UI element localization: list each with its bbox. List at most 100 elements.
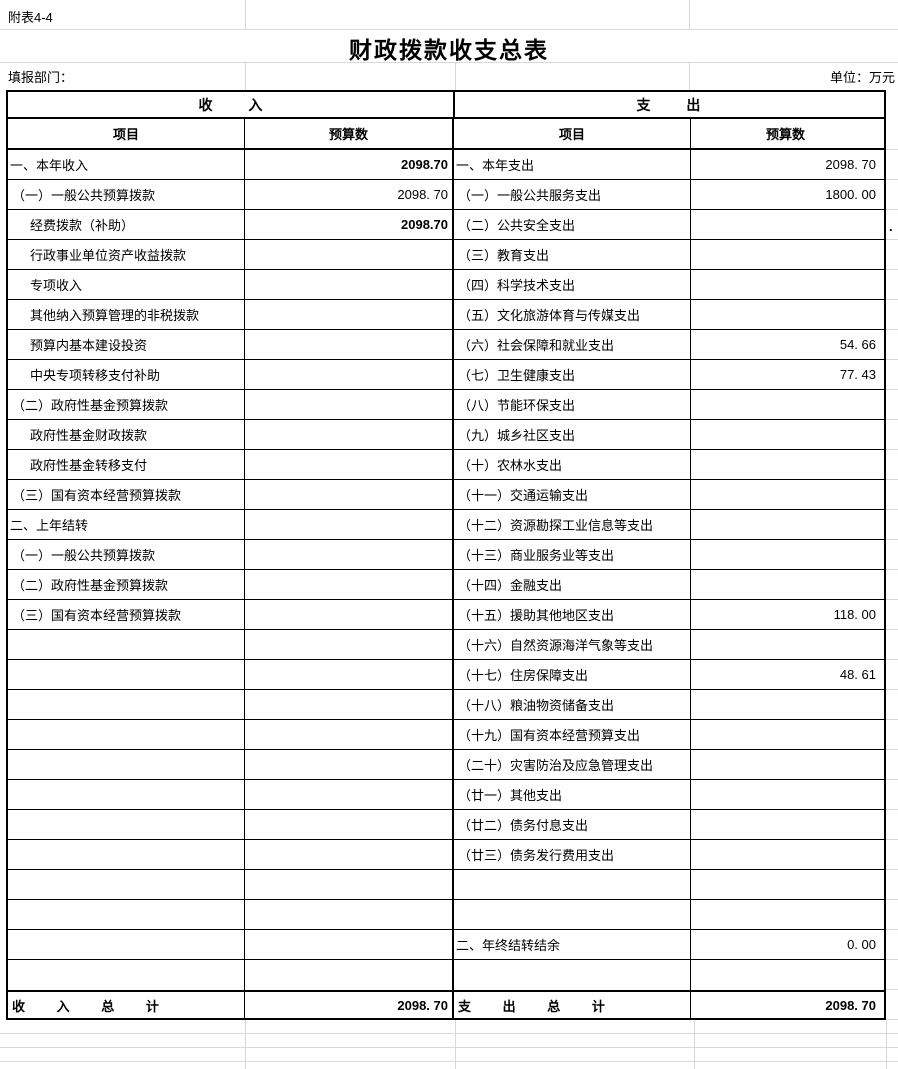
table-row: （十八）粮油物资储备支出 bbox=[8, 690, 884, 720]
income-value-cell bbox=[245, 900, 454, 929]
expense-value-cell bbox=[691, 870, 880, 899]
total-row: 收 入 总 计 2098. 70 支 出 总 计 2098. 70 bbox=[8, 990, 884, 1018]
income-item-cell: 预算内基本建设投资 bbox=[8, 330, 245, 359]
gridline bbox=[455, 62, 456, 90]
income-total-value: 2098. 70 bbox=[245, 992, 454, 1018]
income-item-cell bbox=[8, 870, 245, 899]
income-value-cell bbox=[245, 300, 454, 329]
income-item-cell: 中央专项转移支付补助 bbox=[8, 360, 245, 389]
expense-item-cell: （十八）粮油物资储备支出 bbox=[454, 690, 691, 719]
table-row: （一）一般公共预算拨款 （十三）商业服务业等支出 bbox=[8, 540, 884, 570]
table-row bbox=[8, 900, 884, 930]
expense-item-cell: （十五）援助其他地区支出 bbox=[454, 600, 691, 629]
income-item-cell bbox=[8, 960, 245, 990]
income-budget-column-header: 预算数 bbox=[245, 119, 454, 148]
income-value-cell bbox=[245, 840, 454, 869]
expense-item-cell: （三）教育支出 bbox=[454, 240, 691, 269]
table-row: 专项收入 （四）科学技术支出 bbox=[8, 270, 884, 300]
table-row bbox=[8, 960, 884, 990]
income-item-cell bbox=[8, 660, 245, 689]
expense-value-cell bbox=[691, 570, 880, 599]
expense-item-cell: （七）卫生健康支出 bbox=[454, 360, 691, 389]
expense-value-cell bbox=[691, 420, 880, 449]
table-row: 政府性基金转移支付 （十）农林水支出 bbox=[8, 450, 884, 480]
income-value-cell bbox=[245, 660, 454, 689]
expense-section-header: 支 出 bbox=[636, 96, 717, 113]
income-item-cell bbox=[8, 630, 245, 659]
income-item-cell: （二）政府性基金预算拨款 bbox=[8, 390, 245, 419]
gridline bbox=[455, 1020, 456, 1069]
income-item-cell bbox=[8, 750, 245, 779]
expense-item-cell: 一、本年支出 bbox=[454, 150, 691, 179]
income-item-cell: （二）政府性基金预算拨款 bbox=[8, 570, 245, 599]
income-item-cell bbox=[8, 720, 245, 749]
table-row: 二、年终结转结余 0. 00 bbox=[8, 930, 884, 960]
table-row: （一）一般公共预算拨款 2098. 70 （一）一般公共服务支出 1800. 00 bbox=[8, 180, 884, 210]
gridline bbox=[886, 1020, 887, 1069]
income-value-cell bbox=[245, 630, 454, 659]
income-value-cell bbox=[245, 780, 454, 809]
income-item-cell: 经费拨款（补助） bbox=[8, 210, 245, 239]
income-value-cell: 2098.70 bbox=[245, 210, 454, 239]
table-body: 一、本年收入 2098.70 一、本年支出 2098. 70 （一）一般公共预算拨款 20… bbox=[8, 150, 884, 990]
table-row: 政府性基金财政拨款 （九）城乡社区支出 bbox=[8, 420, 884, 450]
expense-value-cell: 0. 00 bbox=[847, 937, 876, 952]
expense-item-cell: （九）城乡社区支出 bbox=[454, 420, 691, 449]
expense-item-cell: （十一）交通运输支出 bbox=[454, 480, 691, 509]
table-row: 中央专项转移支付补助 （七）卫生健康支出 77. 43 bbox=[8, 360, 884, 390]
expense-item-cell: （廿一）其他支出 bbox=[454, 780, 691, 809]
income-value-cell: 2098. 70 bbox=[245, 180, 454, 209]
expense-item-cell: （十六）自然资源海洋气象等支出 bbox=[454, 630, 691, 659]
attachment-number-label: 附表4-4 bbox=[8, 10, 53, 25]
expense-item-cell: （十二）资源勘探工业信息等支出 bbox=[454, 510, 691, 539]
income-item-cell bbox=[8, 900, 245, 929]
income-value-cell bbox=[245, 420, 454, 449]
expense-item-cell bbox=[454, 960, 691, 990]
table-row: （十七）住房保障支出 48. 61 bbox=[8, 660, 884, 690]
table-row: （二）政府性基金预算拨款 （十四）金融支出 bbox=[8, 570, 884, 600]
table-row: （三）国有资本经营预算拨款 （十一）交通运输支出 bbox=[8, 480, 884, 510]
gridline bbox=[0, 62, 898, 63]
income-value-cell bbox=[245, 390, 454, 419]
expense-value-cell bbox=[691, 390, 880, 419]
income-total-label: 收 入 总 计 bbox=[8, 992, 245, 1018]
table-row: 预算内基本建设投资 （六）社会保障和就业支出 54. 66 bbox=[8, 330, 884, 360]
income-item-cell: （一）一般公共预算拨款 bbox=[8, 540, 245, 569]
expense-value-cell bbox=[691, 750, 880, 779]
expense-value-cell bbox=[691, 540, 880, 569]
expense-value-cell: 118. 00 bbox=[833, 607, 876, 622]
unit-label: 单位：万元 bbox=[829, 70, 895, 85]
gridline bbox=[694, 1020, 695, 1069]
gridline bbox=[245, 62, 246, 90]
expense-total-label: 支 出 总 计 bbox=[454, 992, 691, 1018]
expense-item-cell: （廿三）债务发行费用支出 bbox=[454, 840, 691, 869]
expense-value-cell bbox=[691, 510, 880, 539]
income-value-cell bbox=[245, 270, 454, 299]
expense-value-cell: 54. 66 bbox=[839, 337, 876, 352]
table-row: （二）政府性基金预算拨款 （八）节能环保支出 bbox=[8, 390, 884, 420]
income-value-cell bbox=[245, 810, 454, 839]
table-row: （十六）自然资源海洋气象等支出 bbox=[8, 630, 884, 660]
table-row: 其他纳入预算管理的非税拨款 （五）文化旅游体育与传媒支出 bbox=[8, 300, 884, 330]
section-header-row: 收 入 支 出 bbox=[8, 92, 884, 119]
budget-table: 收 入 支 出 项目 预算数 项目 预算数 一、本年收入 2098.70 一、本年支… bbox=[6, 90, 886, 1020]
income-item-cell: 专项收入 bbox=[8, 270, 245, 299]
expense-item-cell: （廿二）债务付息支出 bbox=[454, 810, 691, 839]
gridline bbox=[245, 1020, 246, 1069]
expense-item-column-header: 项目 bbox=[454, 119, 691, 148]
table-row: （十九）国有资本经营预算支出 bbox=[8, 720, 884, 750]
expense-item-cell: （十四）金融支出 bbox=[454, 570, 691, 599]
income-value-cell bbox=[245, 720, 454, 749]
expense-value-cell: 2098. 70 bbox=[825, 157, 876, 172]
income-item-cell: 政府性基金财政拨款 bbox=[8, 420, 245, 449]
income-item-cell bbox=[8, 690, 245, 719]
expense-item-cell: （六）社会保障和就业支出 bbox=[454, 330, 691, 359]
expense-value-cell bbox=[691, 240, 880, 269]
expense-item-cell: （十九）国有资本经营预算支出 bbox=[454, 720, 691, 749]
column-header-row: 项目 预算数 项目 预算数 bbox=[8, 119, 884, 150]
expense-item-cell: （二）公共安全支出 bbox=[454, 210, 691, 239]
department-label: 填报部门： bbox=[8, 70, 74, 85]
income-item-cell bbox=[8, 840, 245, 869]
table-row bbox=[8, 870, 884, 900]
expense-value-cell: 77. 43 bbox=[839, 367, 876, 382]
